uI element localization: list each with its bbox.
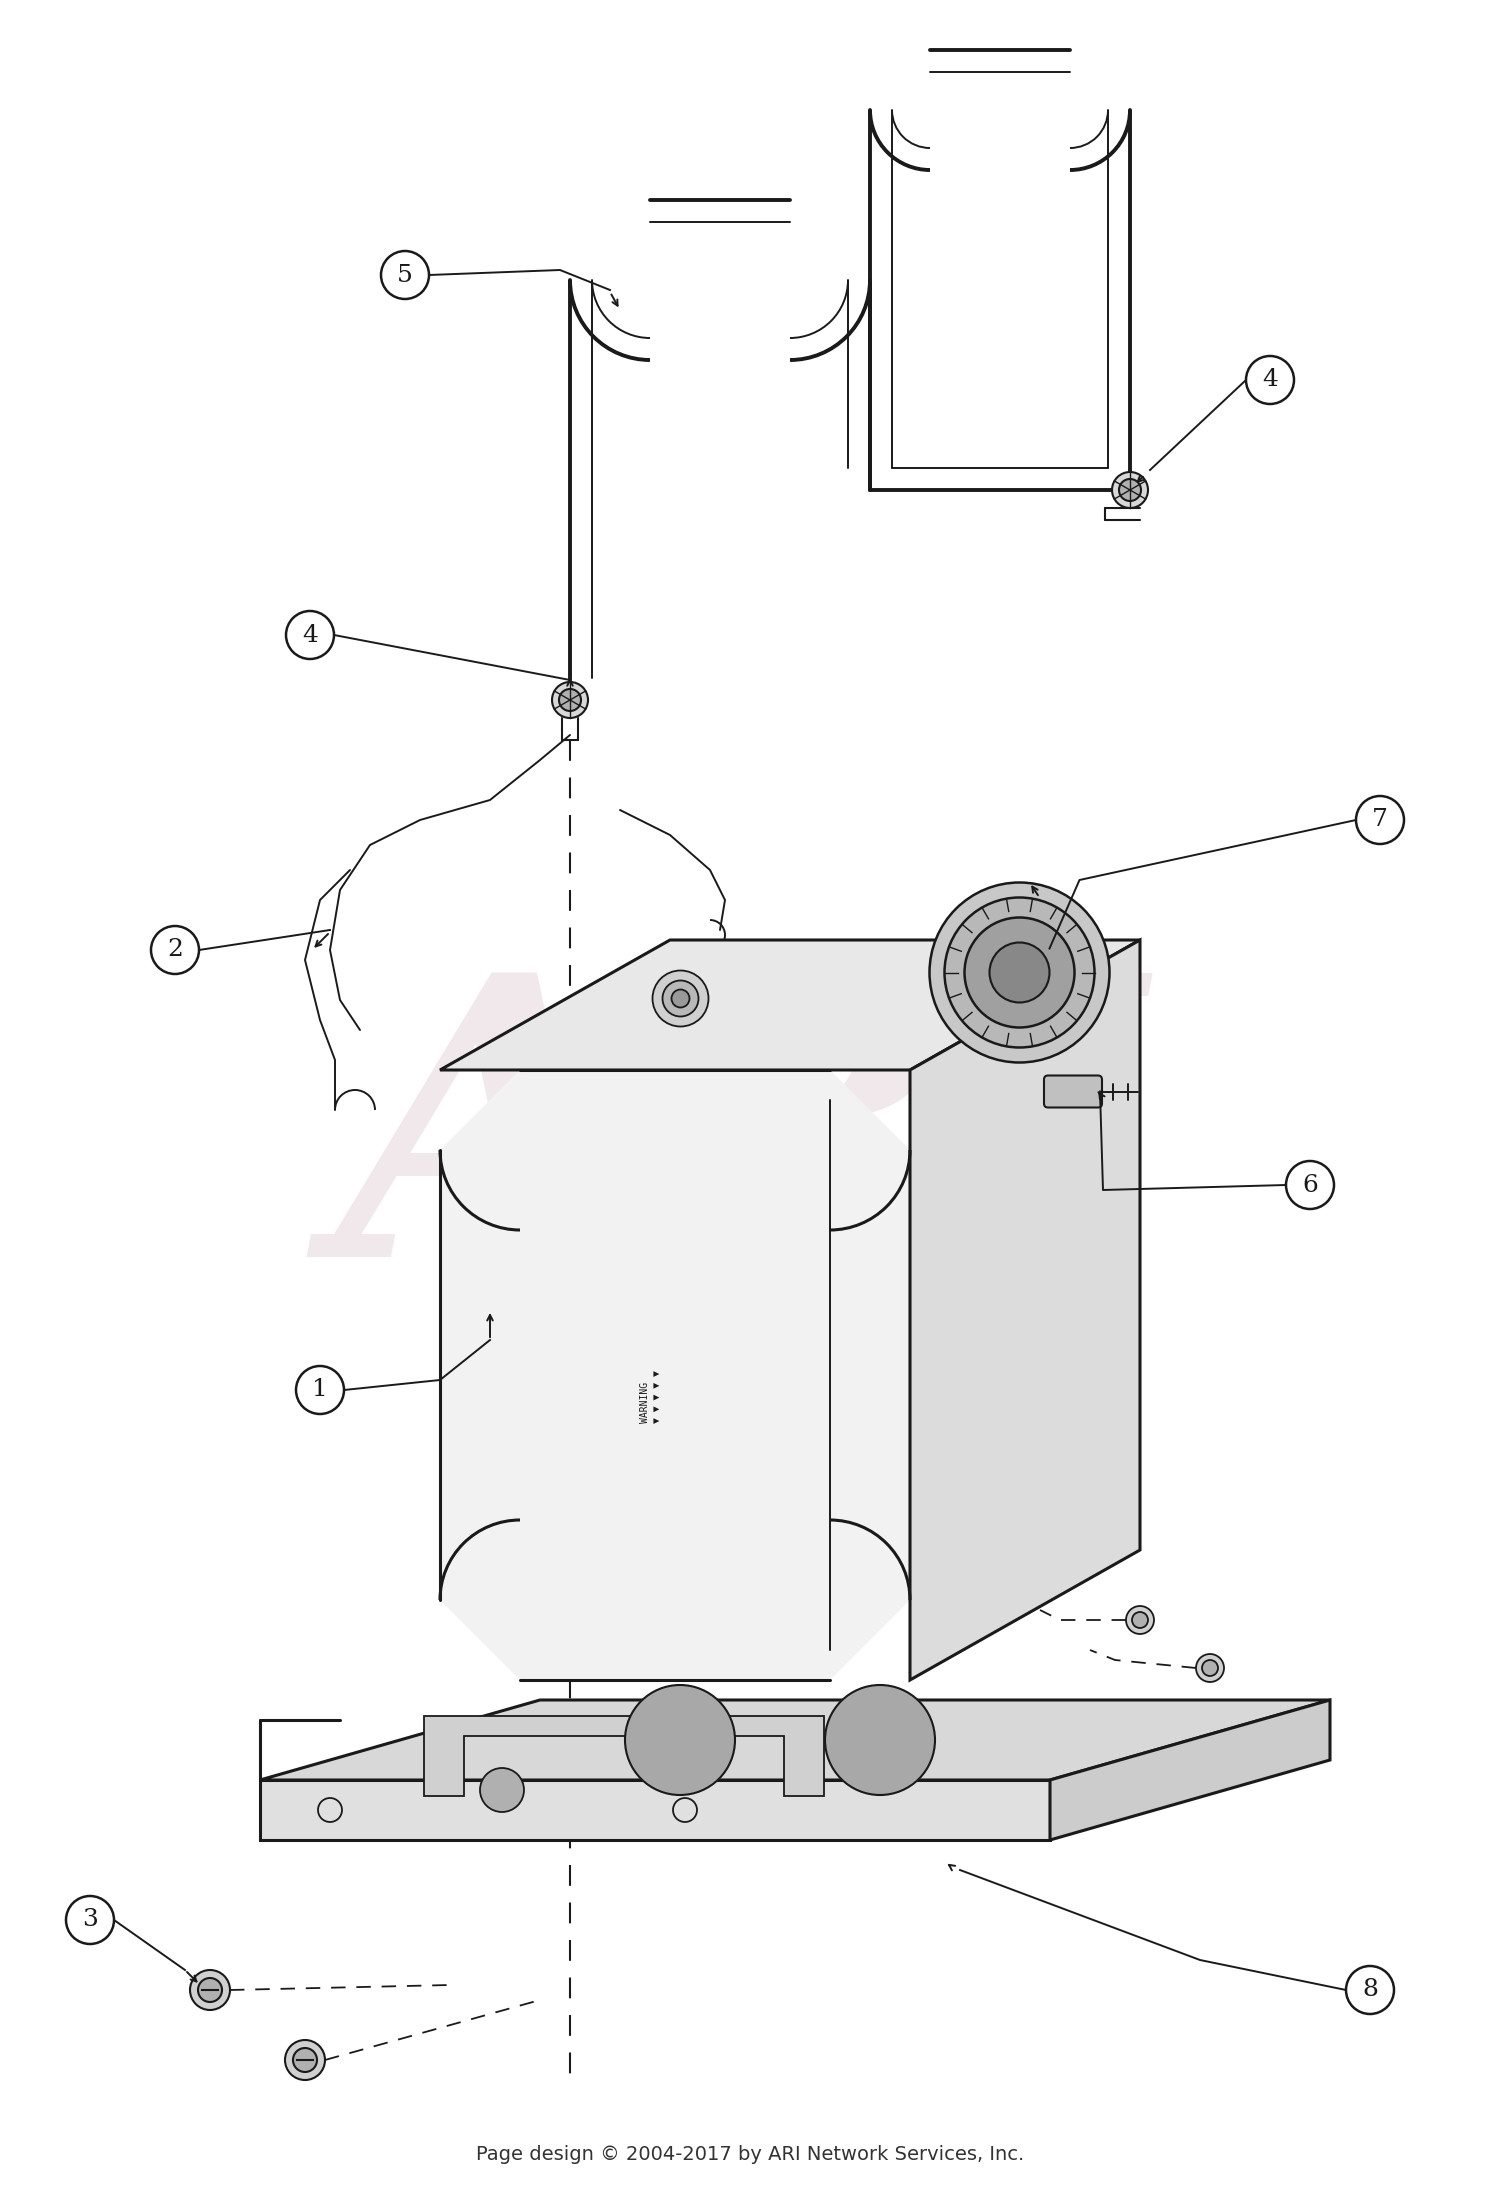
Circle shape [663,982,699,1016]
Circle shape [152,927,200,975]
Circle shape [480,1768,524,1812]
Circle shape [672,990,690,1008]
Circle shape [626,1685,735,1795]
Circle shape [964,918,1074,1027]
Circle shape [286,612,334,658]
Text: 3: 3 [82,1908,98,1932]
Circle shape [945,898,1095,1047]
FancyBboxPatch shape [1044,1076,1102,1108]
Text: 4: 4 [302,623,318,647]
Text: 8: 8 [1362,1978,1378,2002]
Polygon shape [1050,1701,1330,1841]
Circle shape [560,689,580,710]
Circle shape [1356,796,1404,844]
Circle shape [1246,356,1294,404]
Circle shape [825,1685,934,1795]
Circle shape [198,1978,222,2002]
Circle shape [66,1895,114,1943]
Text: 4: 4 [1262,369,1278,391]
Text: 7: 7 [1372,809,1388,831]
Circle shape [285,2040,326,2081]
Circle shape [381,251,429,299]
Text: 6: 6 [1302,1174,1318,1196]
Circle shape [1132,1611,1148,1629]
Circle shape [1202,1659,1218,1677]
Text: ARI: ARI [336,962,1143,1338]
Circle shape [1126,1607,1154,1633]
Polygon shape [260,1779,1050,1841]
Circle shape [1286,1161,1334,1209]
Polygon shape [910,940,1140,1681]
Polygon shape [440,940,1140,1069]
Circle shape [1119,479,1142,501]
Circle shape [1196,1655,1224,1681]
Text: 5: 5 [398,265,412,286]
Circle shape [1346,1965,1394,2013]
Polygon shape [260,1701,1330,1779]
Circle shape [296,1366,344,1414]
Circle shape [1112,472,1148,507]
Circle shape [190,1970,230,2009]
Circle shape [990,942,1050,1003]
Circle shape [930,883,1110,1062]
Text: 2: 2 [166,938,183,962]
Polygon shape [424,1716,824,1797]
Text: 1: 1 [312,1379,328,1401]
Circle shape [652,971,708,1027]
Circle shape [552,682,588,717]
Circle shape [292,2048,316,2072]
Polygon shape [440,1069,910,1681]
Text: Page design © 2004-2017 by ARI Network Services, Inc.: Page design © 2004-2017 by ARI Network S… [476,2144,1024,2164]
Text: WARNING
▼ ▼ ▼ ▼ ▼: WARNING ▼ ▼ ▼ ▼ ▼ [640,1371,662,1423]
